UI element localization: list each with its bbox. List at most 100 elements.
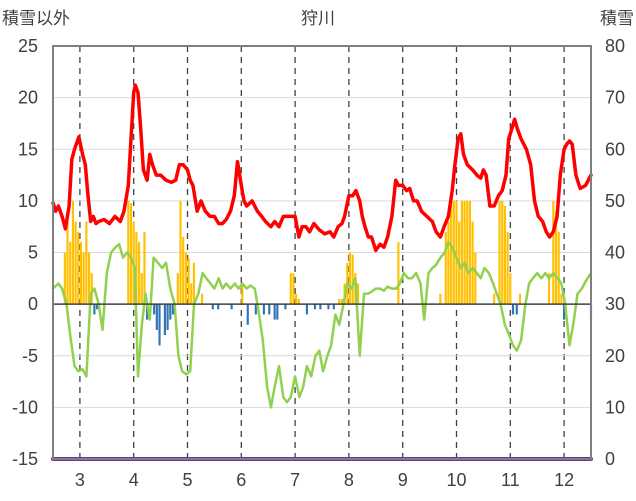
bar-64 (397, 242, 400, 305)
bar-8 (85, 221, 88, 305)
bar-79 (498, 200, 501, 305)
bar-23 (158, 304, 161, 346)
bar-61 (351, 254, 354, 305)
series-line-red (51, 83, 593, 253)
bar-34 (192, 262, 196, 305)
xtick-3: 3 (75, 470, 85, 490)
bar-31 (184, 252, 187, 305)
bar-45 (276, 304, 279, 320)
bar-41 (254, 304, 257, 315)
ytick-left--5: -5 (22, 346, 38, 366)
bar-67 (447, 221, 450, 305)
xtick-8: 8 (344, 470, 354, 490)
bar-51 (305, 304, 309, 315)
bar-42 (262, 304, 265, 315)
bar-37 (217, 304, 220, 310)
ytick-left--10: -10 (12, 397, 38, 417)
ytick-left-0: 0 (28, 294, 38, 314)
bar-35 (200, 293, 204, 305)
ytick-right-0: 0 (605, 449, 615, 469)
bar-2 (69, 242, 72, 305)
bar-87 (547, 273, 551, 305)
bar-78 (493, 293, 496, 305)
xtick-4: 4 (129, 470, 139, 490)
bar-46 (284, 304, 287, 310)
ytick-right-60: 60 (605, 139, 625, 159)
bar-29 (179, 200, 182, 305)
bar-91 (560, 293, 563, 305)
bar-14 (129, 202, 133, 305)
bar-92 (563, 304, 566, 320)
bar-17 (138, 242, 141, 305)
vertical-gridlines (79, 46, 565, 459)
plot-frame (52, 45, 592, 460)
bar-25 (166, 304, 169, 330)
bar-90 (557, 231, 560, 305)
xtick-5: 5 (182, 470, 192, 490)
ytick-right-80: 80 (605, 36, 625, 56)
bar-88 (552, 200, 555, 305)
bar-75 (468, 200, 472, 305)
bar-33 (190, 283, 193, 305)
xtick-7: 7 (290, 470, 300, 490)
bar-54 (327, 304, 330, 310)
ytick-right-50: 50 (605, 191, 625, 211)
ytick-left-15: 15 (18, 139, 38, 159)
bar-70 (455, 200, 458, 305)
ytick-left-25: 25 (18, 36, 38, 56)
bar-44 (273, 304, 276, 320)
xtick-10: 10 (446, 470, 466, 490)
plot-border (52, 45, 592, 460)
right-axis-tick-labels: 0 10 20 30 40 50 60 70 80 (605, 36, 625, 469)
bar-65 (439, 293, 442, 305)
bar-82 (506, 231, 509, 305)
right-axis-title: 積雪 (600, 9, 634, 29)
bar-74 (466, 200, 469, 305)
bar-28 (176, 273, 179, 305)
bar-83 (509, 273, 512, 305)
bar-48 (292, 273, 295, 305)
bar-84 (511, 304, 515, 315)
bar-12 (96, 304, 99, 310)
bar-6 (79, 242, 83, 305)
bar-76 (471, 221, 474, 305)
bar-68 (450, 200, 453, 305)
ytick-right-40: 40 (605, 243, 625, 263)
bar-24 (163, 304, 166, 336)
series-line-green (51, 240, 593, 409)
bar-18 (140, 273, 143, 305)
bar-55 (332, 304, 335, 310)
bar-38 (230, 304, 233, 310)
bar-0 (63, 252, 66, 305)
bar-77 (474, 252, 477, 305)
bar-9 (87, 252, 91, 305)
bar-19 (143, 231, 146, 305)
xtick-12: 12 (554, 470, 574, 490)
bar-56 (338, 298, 341, 305)
ytick-right-70: 70 (605, 88, 625, 108)
bar-22 (155, 304, 158, 330)
bar-40 (246, 304, 249, 325)
bar-57 (340, 298, 343, 305)
ytick-left-5: 5 (28, 243, 38, 263)
left-axis-tick-labels: -15 -10 -5 0 5 10 15 20 25 (12, 36, 38, 469)
ytick-right-10: 10 (605, 397, 625, 417)
bar-73 (463, 200, 466, 305)
bar-80 (501, 200, 504, 305)
bar-36 (211, 304, 214, 310)
bar-7 (82, 252, 85, 305)
left-axis-title: 積雪以外 (2, 9, 70, 29)
bar-60 (348, 252, 352, 305)
bar-52 (313, 304, 317, 310)
bar-4 (74, 221, 77, 305)
bar-47 (289, 273, 292, 305)
bar-72 (460, 200, 463, 305)
xtick-9: 9 (398, 470, 408, 490)
bar-66 (444, 231, 447, 305)
bar-86 (518, 293, 522, 305)
ytick-left-10: 10 (18, 191, 38, 211)
bar-85 (515, 304, 518, 315)
ytick-right-30: 30 (605, 294, 625, 314)
